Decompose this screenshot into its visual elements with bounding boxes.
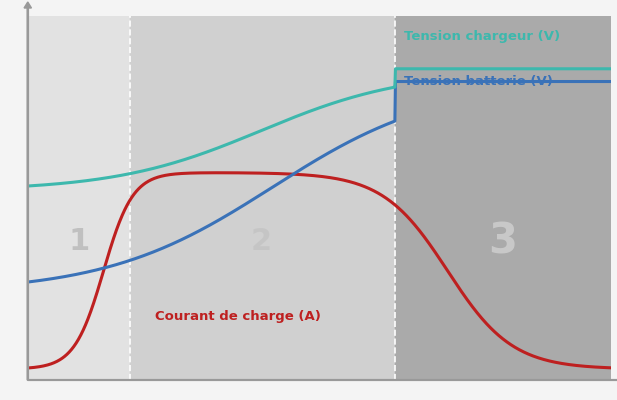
Text: Tension batterie (V): Tension batterie (V) <box>404 75 553 88</box>
Text: 3: 3 <box>489 221 518 263</box>
Bar <box>130 16 395 380</box>
Bar <box>28 16 130 380</box>
Text: Courant de charge (A): Courant de charge (A) <box>155 310 321 323</box>
Bar <box>395 16 611 380</box>
Text: 1: 1 <box>68 227 89 256</box>
Text: 2: 2 <box>251 227 271 256</box>
Text: Tension chargeur (V): Tension chargeur (V) <box>404 30 560 42</box>
